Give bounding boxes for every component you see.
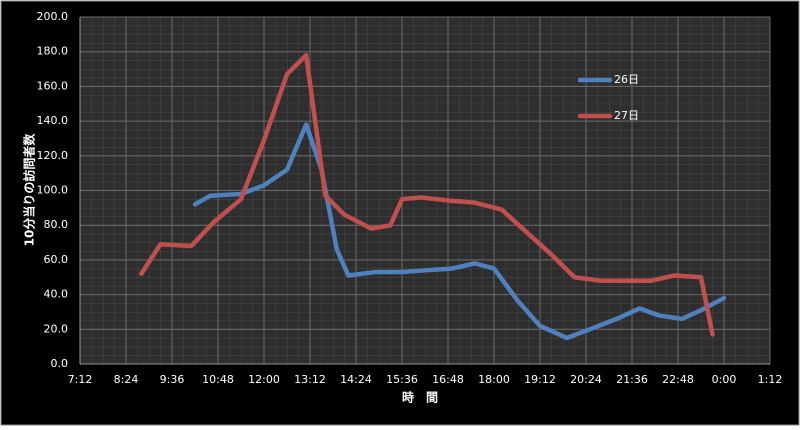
x-tick-label: 10:48 xyxy=(202,373,234,386)
y-tick-label: 100.0 xyxy=(37,184,69,197)
x-tick-label: 22:48 xyxy=(662,373,694,386)
x-tick-label: 19:12 xyxy=(524,373,556,386)
y-tick-label: 120.0 xyxy=(37,149,69,162)
series-line xyxy=(192,122,727,341)
series-line xyxy=(139,52,715,337)
x-tick-label: 20:24 xyxy=(570,373,602,386)
y-tick-label: 180.0 xyxy=(37,45,69,58)
y-tick-label: 200.0 xyxy=(37,10,69,23)
x-tick-label: 9:36 xyxy=(160,373,185,386)
x-tick-label: 13:12 xyxy=(294,373,326,386)
x-tick-label: 14:24 xyxy=(340,373,372,386)
y-tick-label: 140.0 xyxy=(37,114,69,127)
y-tick-label: 40.0 xyxy=(44,288,69,301)
y-axis-label: 10分当りの訪問者数 xyxy=(22,133,37,247)
x-tick-label: 15:36 xyxy=(386,373,418,386)
y-tick-label: 60.0 xyxy=(44,253,69,266)
legend-label: 26日 xyxy=(614,73,639,86)
x-tick-label: 16:48 xyxy=(432,373,464,386)
y-tick-label: 160.0 xyxy=(37,79,69,92)
x-tick-label: 12:00 xyxy=(248,373,280,386)
legend-label: 27日 xyxy=(614,109,639,122)
x-tick-label: 0:00 xyxy=(712,373,737,386)
x-tick-label: 7:12 xyxy=(68,373,93,386)
x-tick-label: 8:24 xyxy=(114,373,139,386)
y-tick-label: 80.0 xyxy=(44,218,69,231)
x-tick-label: 1:12 xyxy=(758,373,783,386)
x-tick-label: 21:36 xyxy=(616,373,648,386)
x-tick-label: 18:00 xyxy=(478,373,510,386)
x-axis-label: 時 間 xyxy=(402,390,438,405)
y-tick-label: 0.0 xyxy=(51,357,69,370)
y-tick-label: 20.0 xyxy=(44,322,69,335)
